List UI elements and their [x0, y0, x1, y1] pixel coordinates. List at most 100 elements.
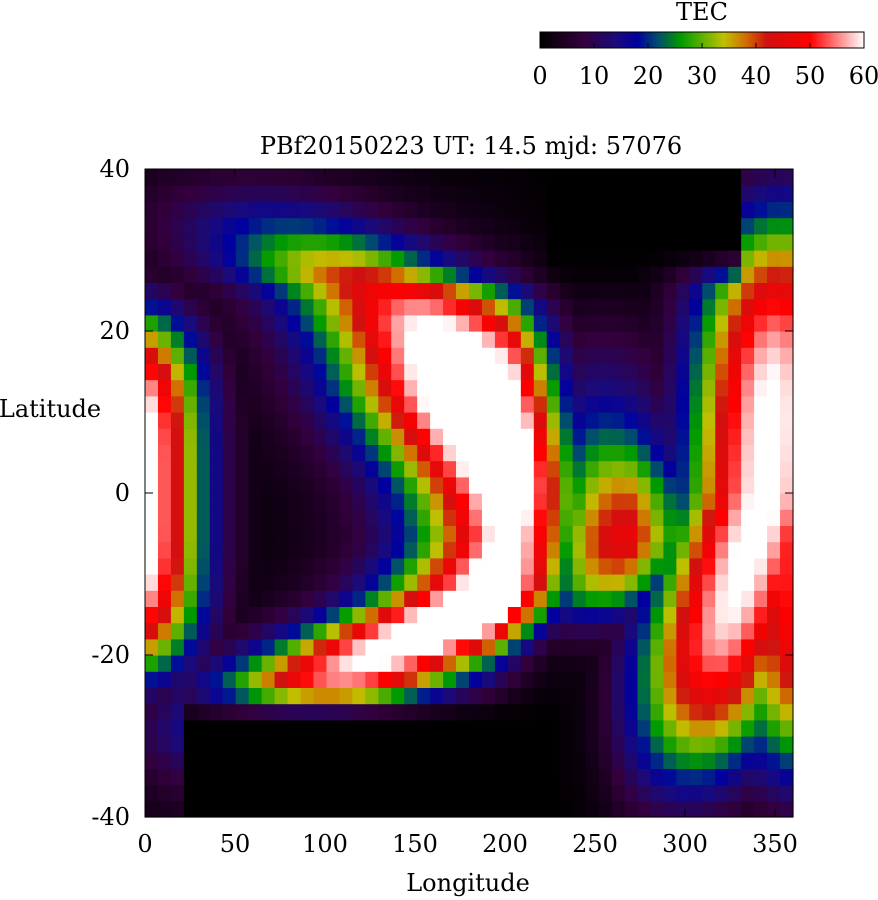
heatmap-cell: [754, 493, 768, 510]
heatmap-cell: [145, 557, 159, 575]
heatmap-cell: [520, 201, 535, 219]
heatmap-cell: [248, 347, 263, 364]
heatmap-cell: [559, 590, 574, 607]
heatmap-cell: [378, 476, 392, 494]
heatmap-cell: [572, 379, 587, 397]
heatmap-cell: [443, 703, 457, 721]
heatmap-cell: [741, 347, 755, 364]
heatmap-cell: [572, 719, 587, 737]
heatmap-cell: [611, 476, 626, 494]
heatmap-cell: [430, 622, 444, 640]
heatmap-cell: [391, 622, 405, 640]
heatmap-cell: [469, 460, 483, 478]
heatmap-cell: [754, 509, 768, 526]
heatmap-cell: [611, 444, 626, 462]
heatmap-cell: [183, 736, 198, 753]
heatmap-cell: [481, 476, 496, 494]
heatmap-cell: [624, 687, 639, 705]
colorbar-tick-label: 10: [579, 62, 610, 90]
heatmap-cell: [456, 557, 470, 575]
heatmap-cell: [339, 444, 353, 462]
heatmap-cell: [417, 800, 431, 818]
heatmap-cell: [546, 379, 561, 397]
heatmap-cell: [170, 557, 185, 575]
heatmap-cell: [313, 784, 328, 802]
heatmap-cell: [637, 476, 652, 494]
heatmap-cell: [170, 768, 185, 786]
heatmap-cell: [559, 395, 574, 413]
heatmap-cell: [481, 509, 496, 526]
heatmap-cell: [754, 525, 768, 543]
heatmap-cell: [391, 250, 405, 267]
heatmap-cell: [235, 363, 250, 381]
heatmap-cell: [157, 169, 172, 186]
heatmap-cell: [235, 460, 250, 478]
heatmap-cell: [300, 671, 315, 688]
heatmap-cell: [352, 752, 366, 769]
heatmap-cell: [754, 719, 768, 737]
heatmap-cell: [222, 217, 237, 235]
heatmap-cell: [469, 509, 483, 526]
heatmap-cell: [378, 622, 392, 640]
heatmap-cell: [222, 493, 237, 510]
heatmap-cell: [469, 412, 483, 429]
heatmap-cell: [494, 736, 509, 753]
heatmap-cell: [443, 736, 457, 753]
heatmap-cell: [145, 412, 159, 429]
heatmap-cell: [313, 169, 328, 186]
heatmap-cell: [443, 169, 457, 186]
heatmap-cell: [235, 314, 250, 332]
heatmap-cell: [572, 298, 587, 316]
heatmap-cell: [300, 541, 315, 559]
heatmap-cell: [559, 185, 574, 202]
heatmap-cell: [170, 233, 185, 251]
heatmap-cell: [313, 509, 328, 526]
heatmap-cell: [598, 638, 613, 656]
heatmap-cell: [546, 444, 561, 462]
heatmap-cell: [507, 217, 522, 235]
heatmap-cell: [209, 476, 224, 494]
heatmap-cell: [650, 671, 664, 688]
heatmap-cell: [391, 201, 405, 219]
heatmap-cell: [520, 655, 535, 672]
heatmap-cell: [572, 703, 587, 721]
heatmap-cell: [494, 476, 509, 494]
heatmap-cell: [313, 250, 328, 267]
heatmap-cell: [378, 169, 392, 186]
heatmap-cell: [572, 347, 587, 364]
heatmap-cell: [520, 217, 535, 235]
heatmap-cell: [611, 622, 626, 640]
heatmap-cell: [637, 736, 652, 753]
heatmap-cell: [754, 622, 768, 640]
heatmap-cell: [494, 250, 509, 267]
heatmap-cell: [689, 784, 703, 802]
heatmap-cell: [637, 525, 652, 543]
heatmap-cell: [235, 622, 250, 640]
heatmap-cell: [248, 201, 263, 219]
heatmap-cell: [378, 347, 392, 364]
heatmap-cell: [663, 250, 677, 267]
heatmap-cell: [430, 347, 444, 364]
heatmap-cell: [624, 752, 639, 769]
heatmap-cell: [391, 509, 405, 526]
heatmap-cell: [326, 752, 340, 769]
heatmap-cell: [741, 460, 755, 478]
heatmap-cell: [300, 719, 315, 737]
heatmap-cell: [507, 736, 522, 753]
heatmap-cell: [196, 282, 211, 300]
heatmap-cell: [624, 719, 639, 737]
heatmap-cell: [533, 428, 548, 445]
heatmap-cell: [248, 412, 263, 429]
heatmap-cell: [650, 363, 664, 381]
heatmap-cell: [533, 331, 548, 348]
heatmap-cell: [598, 331, 613, 348]
heatmap-cell: [209, 201, 224, 219]
heatmap-cell: [287, 541, 302, 559]
heatmap-cell: [689, 347, 703, 364]
heatmap-cell: [598, 412, 613, 429]
heatmap-cell: [546, 574, 561, 591]
heatmap-cell: [676, 800, 690, 818]
heatmap-cell: [780, 314, 794, 332]
heatmap-cell: [404, 493, 418, 510]
heatmap-cell: [170, 444, 185, 462]
